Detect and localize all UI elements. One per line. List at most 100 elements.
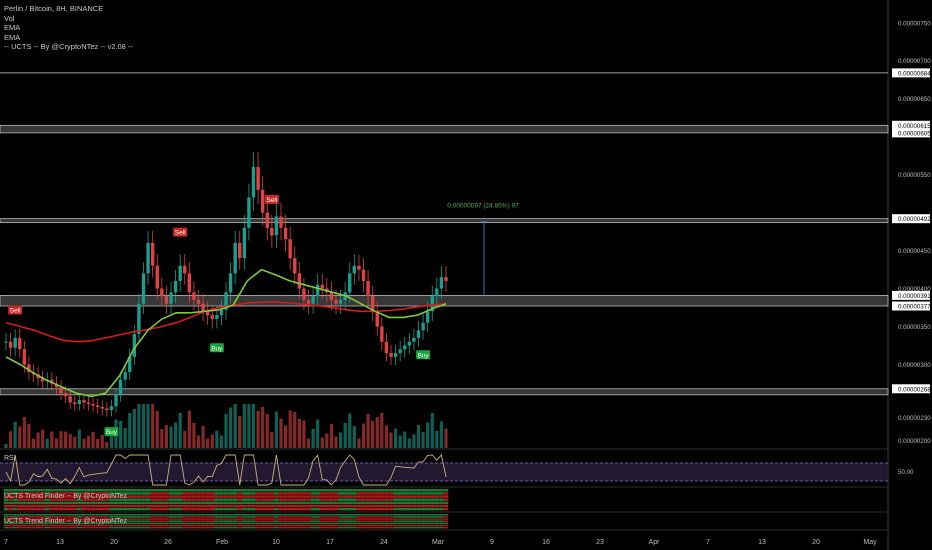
trend-cell [402,492,408,495]
trend-cell [209,504,215,508]
trend-cell [237,516,243,518]
trend-cell [86,514,91,516]
indicator-ema-1[interactable]: EMA [4,23,21,33]
trend-cell [200,518,206,520]
trend-cell [255,507,261,511]
candle-body [141,273,146,304]
trend-cell [292,501,298,505]
trend-cell [315,518,320,520]
rsi-pane-label[interactable]: RSI [4,455,16,462]
trend-cell [402,518,408,520]
price-tick-label: 0.00000650 [898,96,931,103]
trend-cell [118,492,123,495]
trend-cell [416,522,421,525]
trend-cell [67,520,73,522]
trend-cell [67,504,73,508]
trend-cell [237,520,243,522]
trend-cell [196,524,201,527]
trend-cell [90,518,96,520]
trend-cell [173,504,178,508]
trend-cell [109,501,114,505]
price-tag [892,214,930,224]
zone-band [0,124,889,134]
trend-cell [374,518,380,520]
trend-cell [209,524,215,527]
trend-cell [420,498,426,501]
trend-cell [429,514,435,516]
trend-cell [99,507,105,511]
trend-cell [99,520,105,522]
trend-cell [306,498,311,501]
trend-cell [402,498,408,501]
trend-cell [274,520,279,522]
trend-cell [370,492,375,495]
trend-cell [159,489,165,492]
signal-badge [8,305,23,315]
trend-cell [439,526,444,529]
trend-cell [164,520,169,522]
trend-cell [127,501,133,505]
trend-cell [187,501,192,505]
trend-cell [141,501,146,505]
trend-cell [260,516,265,518]
trend-cell [264,498,270,501]
trend-cell [132,498,137,501]
trend-cell [274,498,279,501]
trend-cell [237,489,243,492]
trend-cell [95,526,100,529]
trend-cell [95,489,100,492]
trend-cell [315,498,320,501]
trend-cell [324,507,330,511]
trend-cell [54,507,59,511]
trend-cell [251,504,256,508]
trend-cell [333,526,339,529]
trend-cell [365,516,371,518]
trend-cell [342,504,348,508]
trend-cell [77,514,82,516]
indicator-ema-2[interactable]: EMA [4,32,21,42]
trend-cell [54,514,59,516]
trend-cell [86,507,91,511]
trend-cell [177,489,183,492]
candle-body [150,242,155,266]
trend-cell [17,498,23,501]
trend-cell [310,495,316,498]
trend-cell [310,520,316,522]
trend-cell [338,492,343,495]
trend-cell [237,492,243,495]
symbol-title[interactable]: Perlin / Bitcoin, 8H, BINANCE [4,4,104,13]
trend-cell [397,520,403,522]
trend-cell [164,514,169,516]
price-tag-label: 0.00000377 [898,304,931,311]
indicator-ucts[interactable]: -- UCTS -- By @CryptoNTez -- v2.08 -- [4,42,133,52]
volume-bar [270,432,274,448]
trend-cell [274,526,279,529]
trend-cell [99,489,105,492]
trend-cell [122,526,128,529]
trend-cell [44,514,50,516]
trend-cell [141,524,146,527]
candle-body [238,242,242,259]
trend-cell [242,522,247,525]
trend-cell [99,518,105,520]
trend-cell [63,507,68,511]
trend-cell [22,520,27,522]
trend-cell [177,495,183,498]
trend-cell [246,501,252,505]
trend-finder-1-label[interactable]: UCTS Trend Finder -- By @CryptoNTez [4,493,128,500]
trend-cell [425,520,430,522]
trend-cell [251,507,256,511]
trend-cell [278,495,284,498]
trend-cell [223,492,229,495]
trend-cell [287,520,293,522]
trend-cell [86,518,91,520]
volume-bar [320,437,324,448]
trend-cell [338,498,343,501]
trend-cell [333,498,339,501]
price-tick-label: 0.00000750 [898,20,931,27]
trend-cell [333,514,339,516]
trend-cell [407,524,412,527]
trend-cell [54,526,59,529]
trend-finder-2-label[interactable]: UCTS Trend Finder -- By @CryptoNTez [4,518,128,525]
indicator-vol[interactable]: Vol [4,13,15,23]
